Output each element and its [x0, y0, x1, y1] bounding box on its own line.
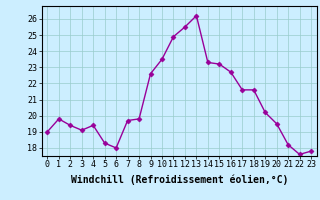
- X-axis label: Windchill (Refroidissement éolien,°C): Windchill (Refroidissement éolien,°C): [70, 175, 288, 185]
